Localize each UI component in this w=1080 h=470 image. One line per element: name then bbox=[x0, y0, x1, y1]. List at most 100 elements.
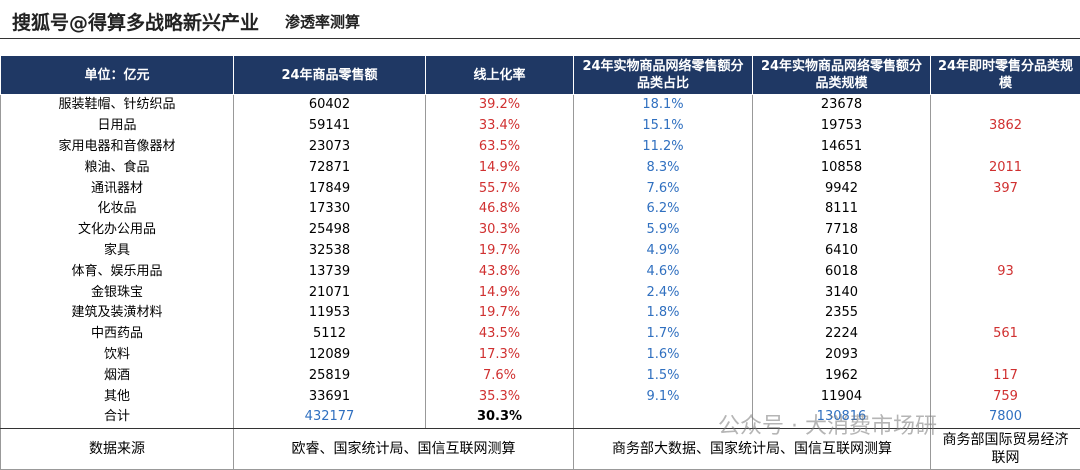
cell: 2224 bbox=[753, 324, 931, 345]
cell bbox=[931, 303, 1080, 324]
watermark: 搜狐号@得算多战略新兴产业 bbox=[12, 8, 259, 35]
cell: 33.4% bbox=[426, 116, 574, 137]
cell: 30.3% bbox=[426, 220, 574, 241]
cell: 文化办公用品 bbox=[1, 220, 234, 241]
cell: 93 bbox=[931, 261, 1080, 282]
cell: 19.7% bbox=[426, 241, 574, 262]
cell bbox=[931, 345, 1080, 366]
header-cell: 单位：亿元 bbox=[1, 56, 234, 95]
cell: 建筑及装潢材料 bbox=[1, 303, 234, 324]
cell bbox=[931, 282, 1080, 303]
cell: 43.8% bbox=[426, 261, 574, 282]
cell: 7.6% bbox=[426, 365, 574, 386]
header-cell: 24年商品零售额 bbox=[234, 56, 426, 95]
cell: 17849 bbox=[234, 178, 426, 199]
header-cell: 线上化率 bbox=[426, 56, 574, 95]
cell: 6018 bbox=[753, 261, 931, 282]
cell: 7800 bbox=[931, 407, 1080, 428]
cell: 21071 bbox=[234, 282, 426, 303]
cell: 15.1% bbox=[574, 116, 753, 137]
cell: 63.5% bbox=[426, 137, 574, 158]
cell: 3862 bbox=[931, 116, 1080, 137]
cell: 7.6% bbox=[574, 178, 753, 199]
cell: 5.9% bbox=[574, 220, 753, 241]
cell: 6410 bbox=[753, 241, 931, 262]
header-cell: 24年实物商品网络零售额分品类占比 bbox=[574, 56, 753, 95]
cell: 397 bbox=[931, 178, 1080, 199]
cell: 13739 bbox=[234, 261, 426, 282]
footer-cell: 数据来源 bbox=[1, 428, 234, 469]
cell: 8111 bbox=[753, 199, 931, 220]
cell: 561 bbox=[931, 324, 1080, 345]
overlay-watermark: 公众号 · 大消费市场研 bbox=[718, 408, 937, 440]
footer-line: 联网 bbox=[931, 449, 1080, 467]
header-cell: 24年实物商品网络零售额分品类规模 bbox=[753, 56, 931, 95]
cell: 家具 bbox=[1, 241, 234, 262]
cell: 12089 bbox=[234, 345, 426, 366]
cell: 432177 bbox=[234, 407, 426, 428]
cell: 粮油、食品 bbox=[1, 157, 234, 178]
cell: 17.3% bbox=[426, 345, 574, 366]
cell: 金银珠宝 bbox=[1, 282, 234, 303]
cell: 5112 bbox=[234, 324, 426, 345]
cell: 59141 bbox=[234, 116, 426, 137]
cell: 8.3% bbox=[574, 157, 753, 178]
cell: 日用品 bbox=[1, 116, 234, 137]
cell: 35.3% bbox=[426, 386, 574, 407]
cell bbox=[931, 220, 1080, 241]
cell: 23073 bbox=[234, 137, 426, 158]
cell: 1.7% bbox=[574, 324, 753, 345]
cell: 60402 bbox=[234, 95, 426, 116]
cell: 9.1% bbox=[574, 386, 753, 407]
cell: 饮料 bbox=[1, 345, 234, 366]
cell: 服装鞋帽、针纺织品 bbox=[1, 95, 234, 116]
footer-line: 商务部国际贸易经济 bbox=[931, 431, 1080, 449]
cell bbox=[931, 199, 1080, 220]
footer-cell: 商务部国际贸易经济联网 bbox=[931, 428, 1080, 469]
cell: 14.9% bbox=[426, 157, 574, 178]
cell: 72871 bbox=[234, 157, 426, 178]
cell: 1962 bbox=[753, 365, 931, 386]
rule bbox=[0, 38, 1080, 39]
header-cell: 24年即时零售分品类规模 bbox=[931, 56, 1080, 95]
cell: 4.6% bbox=[574, 261, 753, 282]
title: 渗透率测算 bbox=[285, 11, 360, 32]
cell bbox=[931, 137, 1080, 158]
cell: 体育、娱乐用品 bbox=[1, 261, 234, 282]
cell: 11.2% bbox=[574, 137, 753, 158]
cell: 2355 bbox=[753, 303, 931, 324]
cell bbox=[931, 95, 1080, 116]
cell: 55.7% bbox=[426, 178, 574, 199]
cell: 14651 bbox=[753, 137, 931, 158]
cell: 11953 bbox=[234, 303, 426, 324]
cell: 117 bbox=[931, 365, 1080, 386]
cell: 25819 bbox=[234, 365, 426, 386]
cell: 1.8% bbox=[574, 303, 753, 324]
cell: 化妆品 bbox=[1, 199, 234, 220]
cell: 7718 bbox=[753, 220, 931, 241]
cell: 烟酒 bbox=[1, 365, 234, 386]
cell: 30.3% bbox=[426, 407, 574, 428]
cell: 3140 bbox=[753, 282, 931, 303]
cell: 14.9% bbox=[426, 282, 574, 303]
cell: 其他 bbox=[1, 386, 234, 407]
footer-cell: 欧睿、国家统计局、国信互联网测算 bbox=[234, 428, 574, 469]
cell: 4.9% bbox=[574, 241, 753, 262]
cell: 6.2% bbox=[574, 199, 753, 220]
cell: 23678 bbox=[753, 95, 931, 116]
cell: 33691 bbox=[234, 386, 426, 407]
cell: 17330 bbox=[234, 199, 426, 220]
cell: 10858 bbox=[753, 157, 931, 178]
